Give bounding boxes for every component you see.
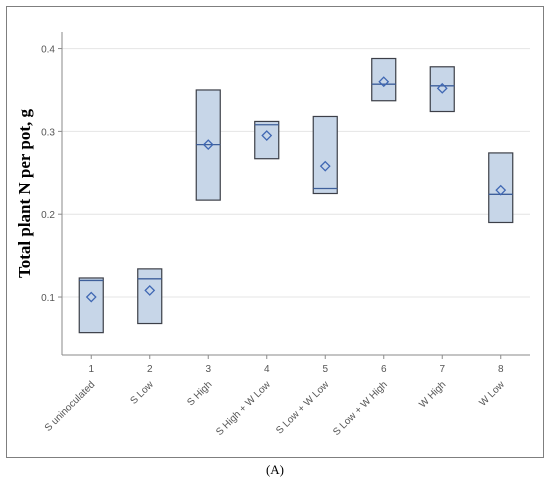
x-tick-number: 1 <box>88 364 94 375</box>
x-tick-number: 4 <box>264 364 270 375</box>
x-category-label: W High <box>417 379 448 410</box>
figure-caption: (A) <box>265 462 285 477</box>
mean-marker <box>378 76 390 88</box>
y-tick-label: 0.4 <box>41 45 55 56</box>
x-tick-number: 6 <box>381 364 387 375</box>
x-category-label: S uninoculated <box>43 379 98 434</box>
box <box>78 277 104 334</box>
mean-marker <box>495 184 507 196</box>
mean-marker <box>85 291 97 303</box>
box <box>137 268 163 325</box>
x-category-label: S High <box>185 379 214 408</box>
y-tick-label: 0.1 <box>41 293 55 304</box>
y-tick-label: 0.3 <box>41 127 55 138</box>
x-tick-number: 2 <box>147 364 153 375</box>
x-tick-number: 3 <box>205 364 211 375</box>
box <box>488 152 514 224</box>
box <box>312 115 338 195</box>
mean-marker <box>202 139 214 151</box>
mean-marker <box>261 130 273 141</box>
y-tick-label: 0.2 <box>41 210 55 221</box>
x-category-label: S High + W Low <box>214 379 273 438</box>
x-tick-number: 8 <box>498 364 504 375</box>
box <box>429 66 455 113</box>
mean-marker <box>144 284 156 296</box>
mean-marker <box>319 160 331 172</box>
x-category-label: S Low <box>128 379 156 407</box>
x-category-label: S Low + W Low <box>274 379 332 437</box>
x-tick-number: 7 <box>439 364 445 375</box>
x-tick-number: 5 <box>322 364 328 375</box>
x-category-label: S Low + W High <box>331 379 390 438</box>
x-category-label: W Low <box>477 379 507 409</box>
box <box>371 57 397 102</box>
y-axis-title: Total plant N per pot, g <box>15 108 34 278</box>
mean-marker <box>436 82 448 94</box>
